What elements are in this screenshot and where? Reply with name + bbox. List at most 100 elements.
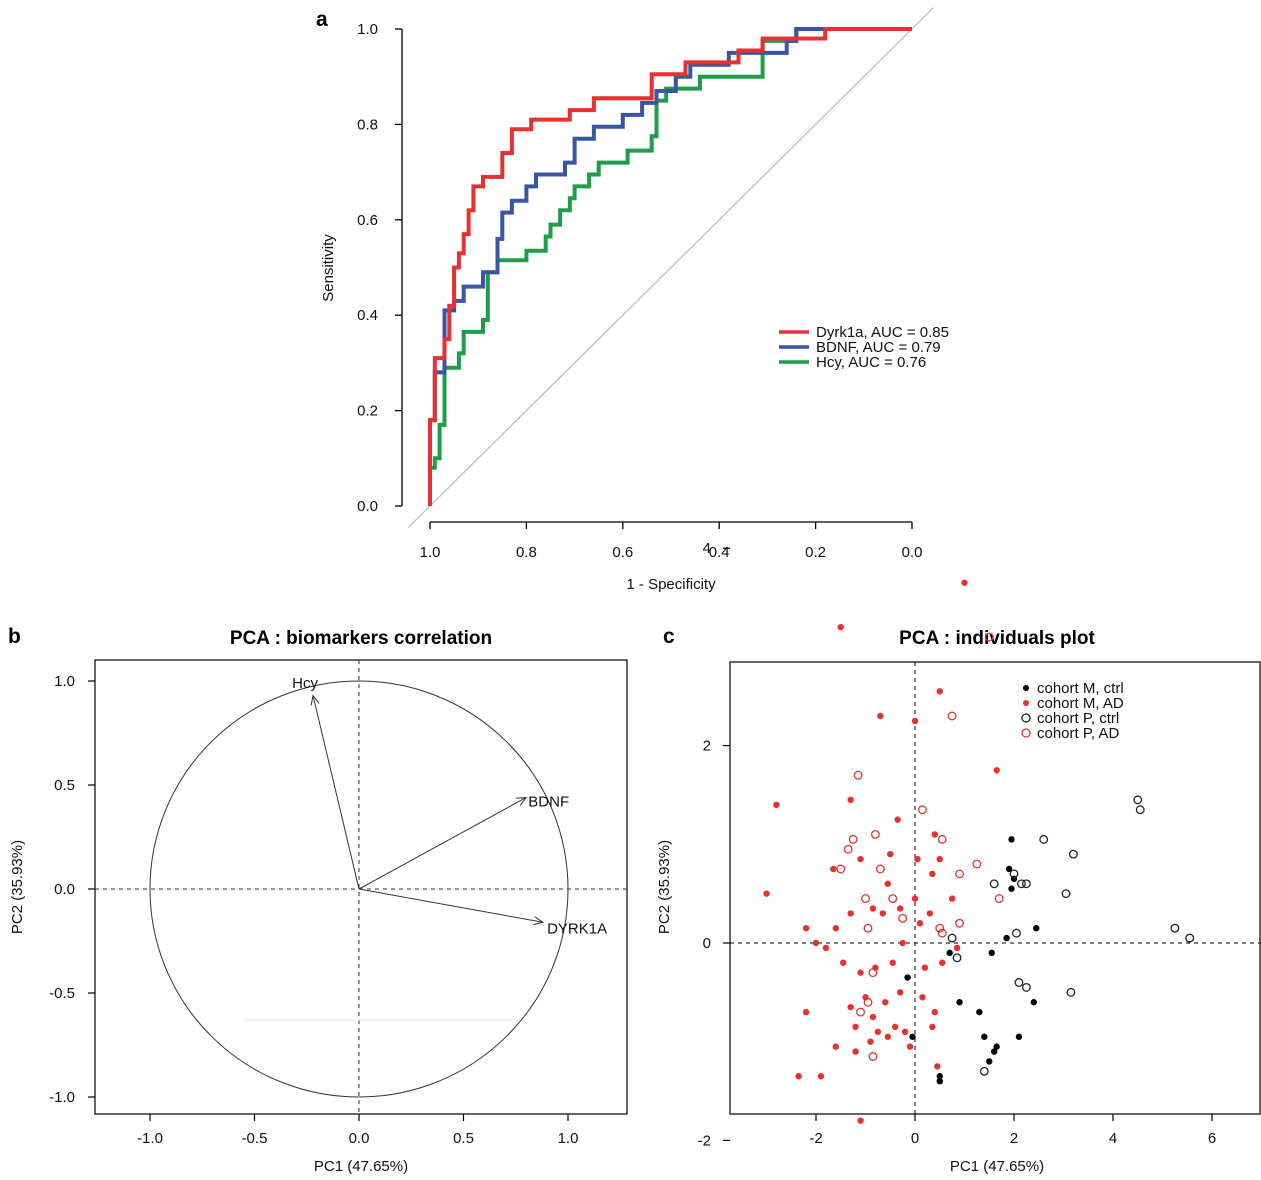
point-cohort-p-ctrl [979, 1066, 989, 1076]
point-cohort-p-ctrl [1061, 889, 1071, 899]
point-cohort-p-ctrl [1135, 805, 1145, 815]
point-cohort-p-ctrl [952, 953, 962, 963]
point-cohort-p-ctrl [1133, 795, 1143, 805]
y-tick-label: 1.0 [357, 21, 378, 38]
point-cohort-p-ad [870, 829, 880, 839]
point-cohort-p-ad [955, 869, 964, 879]
point-cohort-m-ctrl [956, 999, 963, 1006]
legend-entry: Hcy, AUC = 0.76 [816, 354, 926, 371]
point-cohort-m-ad [817, 1073, 825, 1080]
point-cohort-p-ad [955, 918, 964, 928]
x-tick-label: 1.0 [558, 1130, 579, 1147]
point-cohort-m-ctrl [909, 1033, 916, 1040]
point-cohort-m-ad [852, 1048, 859, 1055]
point-cohort-m-ad [911, 717, 919, 725]
plot-frame [729, 661, 1261, 1115]
x-axis-title: PC1 (47.65%) [314, 1158, 408, 1175]
y-tick-label: 4 [703, 540, 711, 557]
point-cohort-m-ad [802, 924, 810, 932]
point-cohort-m-ad [837, 623, 844, 631]
point-cohort-p-ad [917, 805, 927, 815]
legend-entry: cohort P, AD [1037, 725, 1119, 742]
point-cohort-m-ad [993, 767, 1000, 774]
point-cohort-p-ctrl [1066, 987, 1076, 997]
point-cohort-m-ad [822, 944, 830, 952]
x-tick-label: 0.5 [453, 1130, 474, 1147]
point-cohort-p-ad [994, 894, 1004, 904]
legend-marker [1023, 700, 1029, 706]
arrow-head [310, 694, 320, 706]
point-cohort-m-ad [919, 994, 926, 1001]
point-cohort-m-ctrl [981, 1033, 988, 1040]
point-cohort-p-ad [984, 632, 994, 642]
y-tick-label: 0.5 [54, 777, 75, 794]
point-cohort-p-ctrl [1021, 982, 1031, 992]
point-cohort-p-ad [937, 834, 947, 844]
point-cohort-m-ad [869, 1013, 877, 1021]
point-cohort-p-ad [898, 913, 908, 923]
point-cohort-m-ad [889, 959, 896, 966]
point-cohort-p-ctrl [1068, 849, 1078, 859]
point-cohort-m-ad [877, 712, 884, 720]
roc-curve-bdnf [428, 27, 912, 468]
plot-frame [94, 659, 628, 1115]
x-tick-label: 2 [1010, 1130, 1018, 1147]
point-cohort-p-ad [868, 968, 878, 978]
point-cohort-m-ad [894, 816, 901, 823]
point-cohort-m-ad [830, 865, 837, 873]
point-cohort-p-ad [863, 997, 873, 1007]
x-tick-label: 0.2 [805, 544, 826, 561]
point-cohort-m-ad [832, 1043, 839, 1050]
chart-title: PCA : individuals plot [899, 628, 1095, 649]
point-cohort-m-ad [953, 944, 961, 952]
point-cohort-m-ctrl [986, 1058, 993, 1065]
point-cohort-m-ad [931, 831, 938, 838]
x-tick-label: 0.8 [516, 544, 537, 561]
point-cohort-m-ad [901, 1028, 909, 1036]
x-tick-label: -2 [809, 1130, 822, 1147]
arrow-head [533, 916, 545, 926]
point-cohort-p-ctrl [989, 879, 999, 889]
point-cohort-m-ad [857, 1117, 864, 1124]
pca-individuals-chart: PCA : individuals plot -2 0 2 4 6 -2 0 2 4 PC1 (47… [656, 540, 1261, 1175]
point-cohort-m-ad [847, 1003, 854, 1011]
point-cohort-m-ctrl [1030, 999, 1038, 1006]
point-cohort-p-ctrl [1014, 978, 1024, 987]
point-cohort-p-ad [843, 844, 853, 854]
point-cohort-m-ad [929, 870, 936, 878]
point-cohort-m-ad [896, 905, 904, 912]
point-cohort-p-ad [863, 923, 873, 933]
point-cohort-p-ctrl [1012, 928, 1021, 938]
point-cohort-m-ad [887, 850, 894, 858]
point-cohort-m-ad [882, 999, 889, 1006]
point-cohort-p-ad [853, 770, 863, 780]
vector-label: Hcy [292, 675, 318, 692]
point-cohort-m-ad [857, 855, 864, 863]
point-cohort-p-ad [935, 923, 945, 933]
point-cohort-m-ad [802, 1008, 810, 1016]
point-cohort-m-ad [847, 910, 854, 917]
y-tick-label: 0.8 [357, 116, 378, 133]
point-cohort-p-ad [937, 928, 947, 938]
point-cohort-m-ad [892, 1023, 899, 1031]
arrow-head [516, 796, 528, 806]
point-cohort-m-ad [939, 959, 946, 966]
y-axis-title: Sensitivity [320, 234, 337, 302]
point-cohort-m-ad [961, 579, 968, 586]
pca-correlation-chart: PCA : biomarkers correlation -1.0 -0.5 0.0 0… [9, 628, 628, 1175]
reference-diagonal-line [407, 7, 935, 528]
x-tick-label: -1.0 [137, 1130, 163, 1147]
point-cohort-m-ad [867, 1038, 874, 1045]
point-cohort-m-ad [934, 1063, 941, 1070]
point-cohort-m-ctrl [988, 949, 995, 957]
y-tick-label: 2 [703, 738, 711, 755]
point-cohort-p-ad [836, 864, 846, 874]
point-cohort-m-ad [936, 688, 943, 695]
point-cohort-m-ad [795, 1073, 802, 1080]
point-cohort-p-ad [888, 894, 898, 904]
point-cohort-m-ctrl [946, 949, 953, 957]
point-cohort-m-ad [852, 1023, 859, 1031]
point-cohort-p-ad [868, 1052, 878, 1061]
y-tick-label: 0.0 [54, 881, 75, 898]
